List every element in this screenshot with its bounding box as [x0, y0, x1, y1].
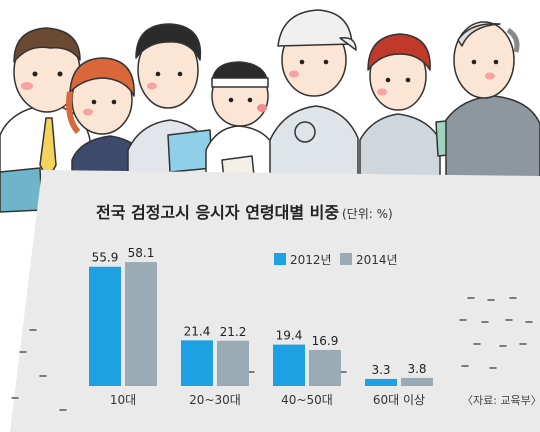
bar-2014년-1	[217, 340, 249, 386]
value-label-2012년-2: 19.4	[276, 329, 303, 343]
bar-2012년-0	[89, 266, 121, 386]
category-label-3: 60대 이상	[373, 393, 425, 407]
bar-2014년-0	[125, 262, 157, 386]
bars-group	[89, 262, 433, 386]
value-label-2012년-3: 3.3	[371, 363, 390, 377]
legend: 2012년 2014년	[274, 253, 398, 267]
value-label-2014년-0: 58.1	[128, 246, 155, 260]
value-label-2014년-2: 16.9	[312, 334, 339, 348]
legend-swatch-2014	[340, 253, 352, 265]
people-illustration	[0, 9, 540, 213]
value-labels-group: 55.9 58.1 21.4 21.2 19.4 16.9 3.3 3.8	[92, 246, 427, 377]
bar-2012년-3	[365, 378, 397, 386]
category-label-2: 40~50대	[281, 393, 333, 407]
legend-swatch-2012	[274, 253, 286, 265]
old-man-figure	[445, 21, 540, 181]
source-note: 〈자료: 교육부〉	[462, 394, 540, 407]
dark-hair-man-figure	[127, 23, 213, 181]
cap-man-figure	[269, 9, 359, 181]
category-labels-group: 10대 20~30대 40~50대 60대 이상	[110, 393, 425, 407]
bar-2014년-2	[309, 349, 341, 386]
legend-label-2014: 2014년	[356, 253, 398, 267]
headband-student-figure	[205, 61, 277, 181]
category-label-1: 20~30대	[189, 393, 241, 407]
value-label-2014년-3: 3.8	[407, 362, 426, 376]
bar-2012년-1	[181, 340, 213, 386]
bar-2014년-3	[401, 377, 433, 386]
value-label-2014년-1: 21.2	[220, 325, 247, 339]
man-with-tie-figure	[0, 27, 91, 213]
chart-unit: (단위: %)	[342, 207, 393, 221]
chart-title: 전국 검정고시 응시자 연령대별 비중	[96, 203, 339, 222]
bar-2012년-2	[273, 344, 305, 386]
value-label-2012년-1: 21.4	[184, 324, 211, 338]
category-label-0: 10대	[110, 393, 136, 407]
value-label-2012년-0: 55.9	[92, 251, 119, 265]
panel-texture	[11, 297, 533, 411]
legend-label-2012: 2012년	[290, 253, 332, 267]
